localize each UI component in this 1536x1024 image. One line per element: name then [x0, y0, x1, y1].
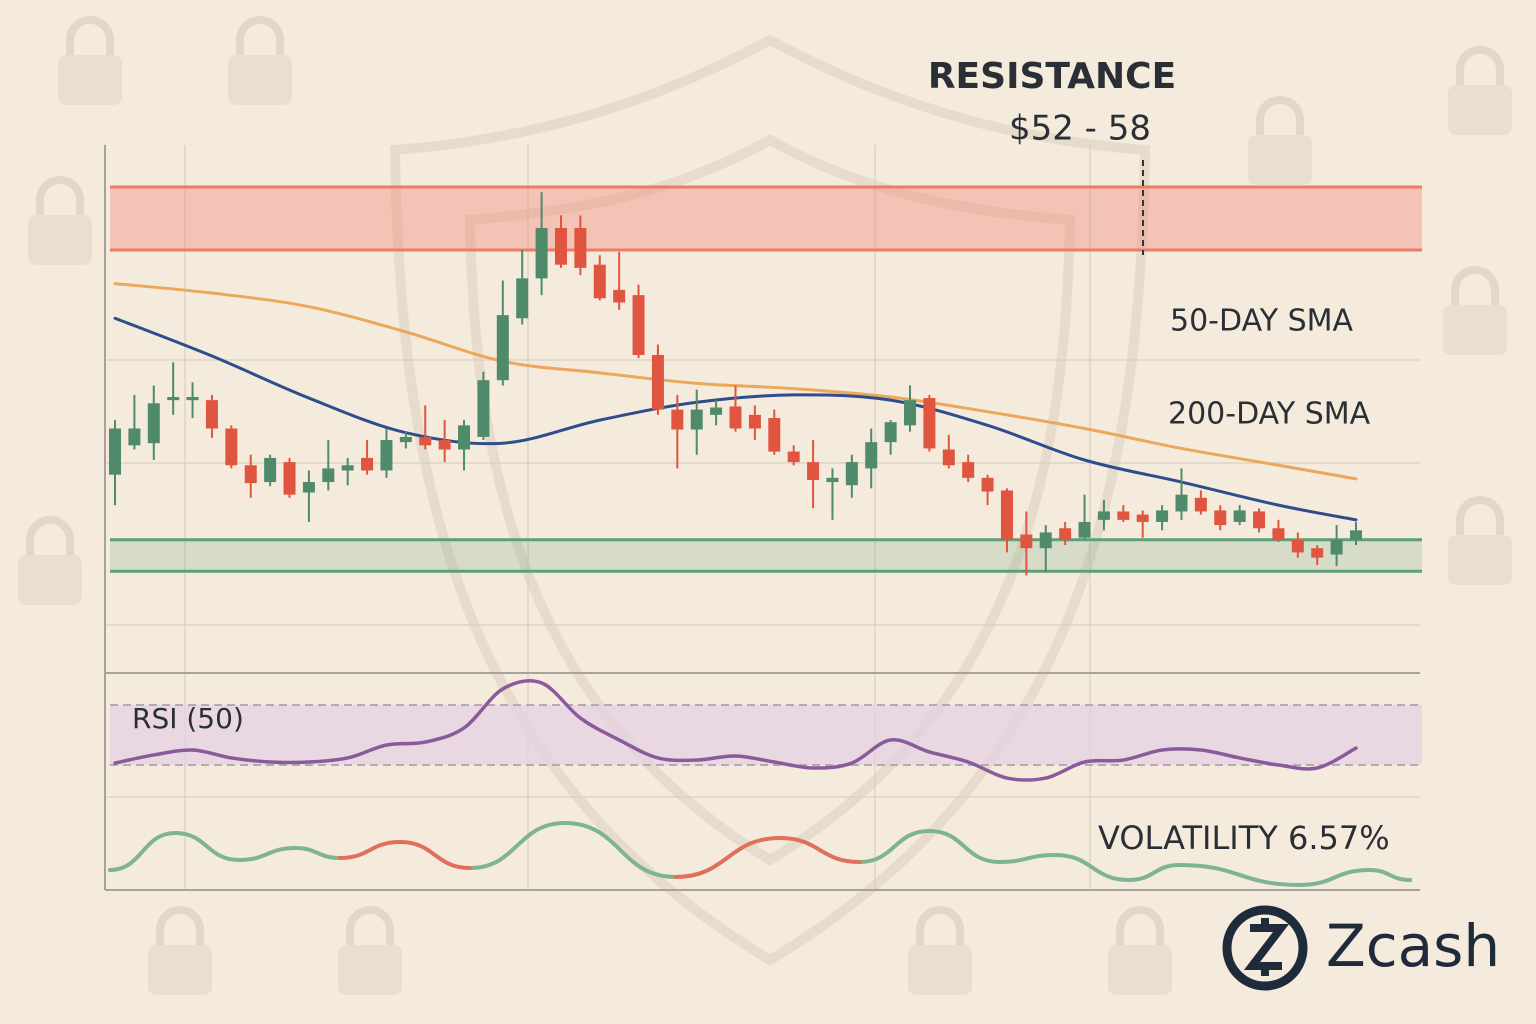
- candle-body: [1291, 539, 1304, 553]
- candle-body: [264, 457, 277, 483]
- candle-body: [535, 227, 548, 279]
- background-decoration: [18, 20, 1512, 995]
- candle-body: [1000, 490, 1013, 540]
- candle-body: [380, 440, 393, 471]
- candle-body: [399, 436, 412, 443]
- candle-body: [554, 227, 567, 265]
- candle-body: [807, 462, 820, 480]
- candle-body: [1233, 510, 1246, 522]
- brand-name: Zcash: [1326, 912, 1500, 980]
- candle-body: [981, 477, 994, 492]
- candle-body: [632, 295, 645, 355]
- candle-body: [865, 442, 878, 469]
- candle-body: [574, 227, 587, 268]
- logo: Zcash: [1222, 905, 1500, 991]
- candle-body: [671, 409, 684, 430]
- candle-body: [283, 462, 296, 495]
- candle-body: [942, 449, 955, 466]
- candle-body: [147, 403, 160, 444]
- candle-body: [710, 407, 723, 415]
- candle-body: [1059, 528, 1072, 540]
- candle-body: [1039, 532, 1052, 549]
- resistance-title: RESISTANCE: [928, 56, 1176, 97]
- candle-body: [1214, 510, 1227, 526]
- candle-body: [167, 397, 180, 401]
- candle-body: [361, 457, 374, 471]
- candle-body: [826, 477, 839, 483]
- support: [110, 539, 1422, 572]
- resistance-label: $52 - 58: [1009, 109, 1151, 149]
- line: [113, 316, 1358, 522]
- candle-body: [923, 398, 936, 449]
- candle-body: [322, 468, 335, 483]
- candle-body: [1350, 530, 1362, 540]
- candle-body: [748, 414, 761, 429]
- line: [337, 835, 862, 879]
- plot: [107, 185, 1422, 887]
- candle-body: [1097, 511, 1110, 520]
- axes: [104, 145, 1420, 891]
- candle-body: [904, 400, 917, 426]
- candle-body: [613, 289, 626, 303]
- candle-body: [729, 406, 742, 429]
- candle-body: [690, 409, 703, 430]
- rsi-band: [110, 705, 1422, 765]
- candle-body: [186, 397, 199, 401]
- candle-body: [1020, 534, 1033, 549]
- resistance: [110, 187, 1422, 250]
- candle-body: [341, 465, 354, 471]
- candle-body: [1156, 510, 1169, 522]
- candle-body: [962, 462, 975, 478]
- legend-entry: 50-DAY SMA: [1170, 304, 1354, 339]
- candle-body: [787, 451, 800, 463]
- candle-body: [496, 315, 509, 381]
- candle-body: [1078, 521, 1091, 538]
- candle-body: [477, 380, 490, 437]
- candle-body: [516, 278, 529, 319]
- legend-entry: 200-DAY SMA: [1168, 397, 1371, 432]
- candle-body: [1136, 514, 1149, 522]
- volatility-label: VOLATILITY 6.57%: [1098, 819, 1390, 857]
- candle-body: [205, 400, 218, 429]
- grid: [105, 145, 1420, 890]
- candle-body: [651, 355, 664, 410]
- candle-body: [109, 428, 121, 475]
- candle-body: [419, 436, 432, 446]
- candle-body: [1330, 539, 1343, 555]
- line: [107, 820, 1413, 887]
- candle-body: [1311, 548, 1324, 558]
- candle-body: [302, 482, 315, 493]
- candle-body: [1175, 494, 1188, 512]
- candle-body: [768, 418, 781, 452]
- line: [113, 282, 1358, 481]
- candle-body: [244, 465, 257, 484]
- candle-body: [884, 422, 897, 443]
- candle-body: [458, 425, 471, 450]
- candle-body: [845, 462, 858, 486]
- candle-body: [1272, 528, 1285, 540]
- candle-body: [1117, 511, 1130, 520]
- candle-body: [225, 428, 238, 466]
- line: [113, 678, 1358, 782]
- candle-body: [1194, 497, 1207, 512]
- candle-body: [128, 428, 141, 446]
- candle-body: [1253, 511, 1266, 529]
- candle-body: [593, 264, 606, 299]
- rsi-label: RSI (50): [132, 702, 244, 735]
- candle-body: [438, 440, 451, 450]
